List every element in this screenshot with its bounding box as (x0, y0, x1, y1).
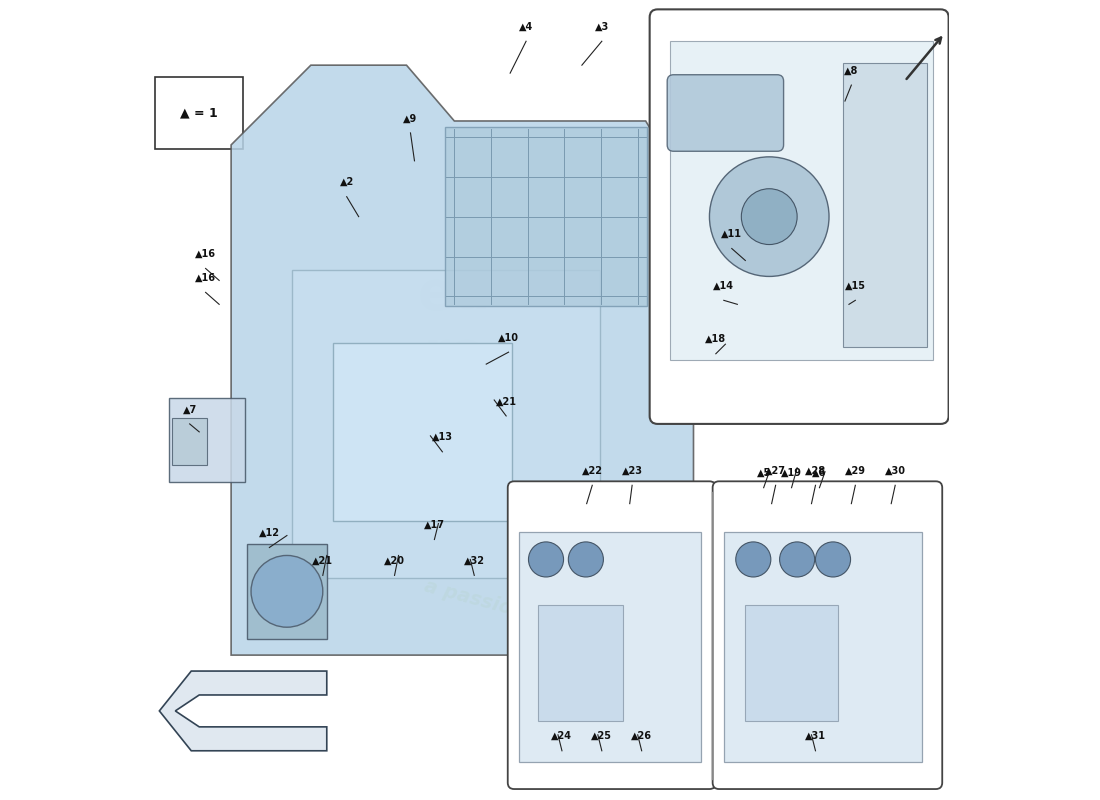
FancyBboxPatch shape (172, 418, 207, 466)
FancyBboxPatch shape (668, 74, 783, 151)
Text: ▲17: ▲17 (424, 520, 444, 530)
FancyBboxPatch shape (508, 482, 716, 789)
Circle shape (528, 542, 563, 577)
Text: ▲21: ▲21 (496, 396, 517, 406)
Circle shape (251, 555, 322, 627)
FancyBboxPatch shape (746, 605, 838, 722)
FancyBboxPatch shape (293, 270, 601, 578)
FancyBboxPatch shape (333, 342, 512, 521)
Text: ▲12: ▲12 (258, 528, 279, 538)
Text: ▲14: ▲14 (713, 281, 735, 290)
Polygon shape (248, 543, 327, 639)
Text: ▲2: ▲2 (340, 177, 354, 187)
Polygon shape (160, 671, 327, 750)
Text: ▲20: ▲20 (384, 556, 405, 566)
Text: ▲8: ▲8 (844, 66, 858, 75)
Text: ▲23: ▲23 (621, 466, 642, 476)
Text: ▲28: ▲28 (805, 466, 826, 476)
Text: ▲6: ▲6 (812, 468, 826, 478)
FancyBboxPatch shape (713, 482, 943, 789)
Text: ▲25: ▲25 (592, 731, 613, 742)
Text: ▲ = 1: ▲ = 1 (180, 106, 218, 119)
Circle shape (736, 542, 771, 577)
Text: ▲4: ▲4 (519, 22, 534, 32)
Text: ▲13: ▲13 (432, 432, 453, 442)
Text: ▲11: ▲11 (722, 229, 742, 239)
FancyBboxPatch shape (538, 605, 623, 722)
FancyBboxPatch shape (519, 532, 701, 762)
Text: ▲26: ▲26 (631, 731, 652, 742)
Circle shape (815, 542, 850, 577)
Polygon shape (231, 65, 693, 655)
FancyBboxPatch shape (843, 62, 927, 346)
Text: ▲16: ▲16 (195, 273, 216, 283)
Text: ▲22: ▲22 (582, 466, 603, 476)
Text: ▲30: ▲30 (884, 466, 905, 476)
Text: ▲15: ▲15 (845, 281, 866, 290)
Text: ▲7: ▲7 (183, 404, 197, 414)
Text: ▲24: ▲24 (551, 731, 572, 742)
Text: ▲29: ▲29 (845, 466, 866, 476)
Text: ▲3: ▲3 (595, 22, 609, 32)
Text: a passion for parts since...: a passion for parts since... (422, 576, 710, 670)
FancyBboxPatch shape (444, 127, 647, 306)
Text: ▲32: ▲32 (464, 556, 485, 566)
Circle shape (710, 157, 829, 277)
Text: ▲21: ▲21 (312, 556, 333, 566)
Circle shape (569, 542, 604, 577)
Text: ▲18: ▲18 (705, 334, 726, 344)
Text: ▲10: ▲10 (498, 333, 519, 342)
Circle shape (741, 189, 798, 245)
FancyBboxPatch shape (155, 77, 243, 149)
Polygon shape (670, 42, 933, 360)
FancyBboxPatch shape (169, 398, 245, 482)
Text: eu
ro
pa
rts: eu ro pa rts (414, 268, 496, 500)
Text: ▲16: ▲16 (195, 249, 216, 259)
FancyBboxPatch shape (724, 532, 922, 762)
Text: ▲27: ▲27 (766, 466, 786, 476)
Text: ▲9: ▲9 (404, 114, 418, 123)
FancyBboxPatch shape (650, 10, 948, 424)
Text: ▲5: ▲5 (757, 468, 771, 478)
Circle shape (780, 542, 815, 577)
Text: ▲19: ▲19 (781, 468, 802, 478)
Text: ▲31: ▲31 (805, 731, 826, 742)
